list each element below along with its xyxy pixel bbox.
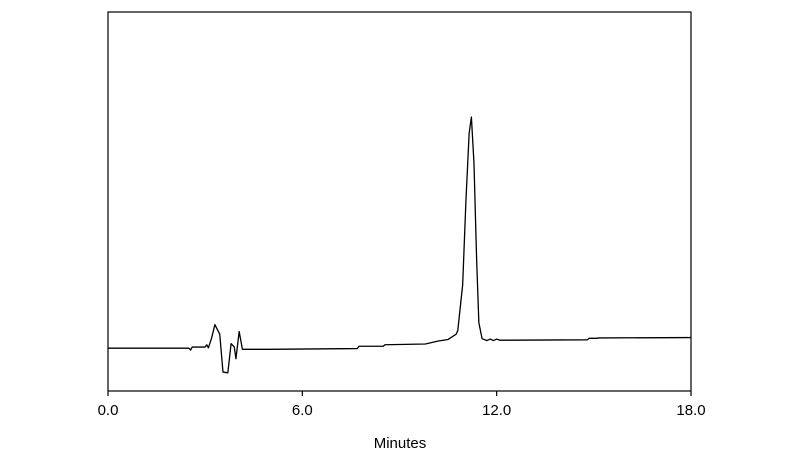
plot-frame: [107, 11, 692, 392]
x-tick-label: 6.0: [292, 402, 313, 419]
chromatogram-line: [108, 116, 692, 374]
x-tick-label: 18.0: [676, 402, 705, 419]
x-tick-label: 12.0: [482, 402, 511, 419]
x-axis-label: Minutes: [374, 435, 427, 452]
x-tick-label: 0.0: [98, 402, 119, 419]
